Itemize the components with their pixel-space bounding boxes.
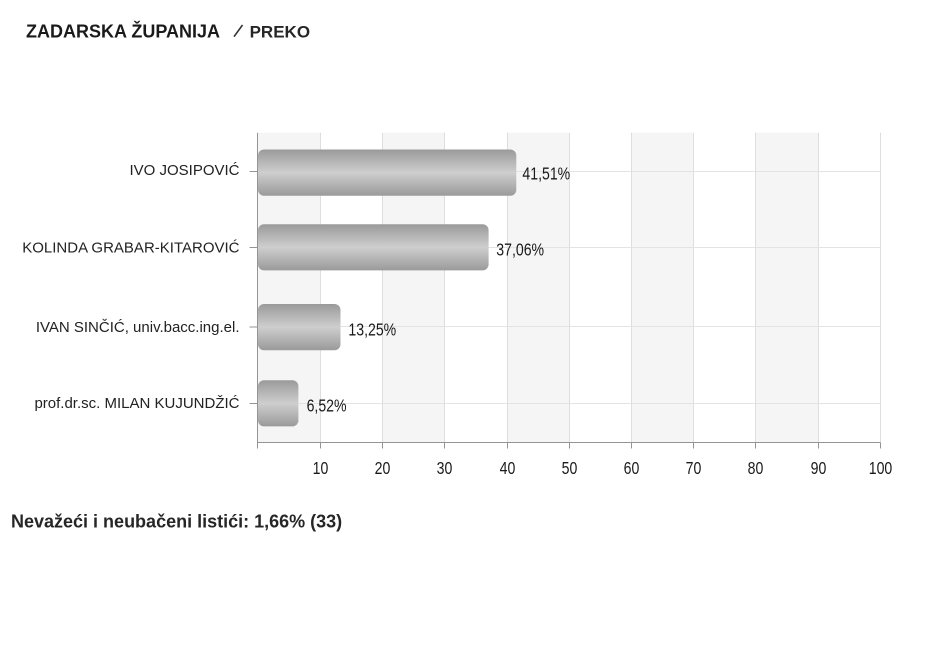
svg-text:PREKO: PREKO [250,22,310,41]
svg-text:KOLINDA GRABAR-KITAROVIĆ: KOLINDA GRABAR-KITAROVIĆ [22,240,239,257]
svg-text:30: 30 [437,460,453,479]
svg-text:100: 100 [869,460,893,479]
svg-text:prof.dr.sc. MILAN KUJUNDŽIĆ: prof.dr.sc. MILAN KUJUNDŽIĆ [34,395,239,412]
svg-text:70: 70 [686,460,702,479]
svg-text:ZADARSKA ŽUPANIJA: ZADARSKA ŽUPANIJA [26,20,220,41]
svg-text:41,51%: 41,51% [522,165,570,184]
svg-text:20: 20 [375,460,391,479]
svg-text:90: 90 [811,460,827,479]
svg-text:37,06%: 37,06% [496,241,544,260]
svg-text:80: 80 [748,460,764,479]
svg-text:Nevažeći i neubačeni listići:: Nevažeći i neubačeni listići: 1,66% (33) [11,511,342,531]
svg-text:10: 10 [313,460,329,479]
svg-text:40: 40 [500,460,516,479]
svg-text:13,25%: 13,25% [348,321,396,340]
svg-text:IVAN SINČIĆ, univ.bacc.ing.el.: IVAN SINČIĆ, univ.bacc.ing.el. [36,319,240,336]
svg-text:6,52%: 6,52% [307,397,347,416]
svg-text:60: 60 [624,460,640,479]
svg-text:IVO JOSIPOVIĆ: IVO JOSIPOVIĆ [129,162,239,179]
svg-text:50: 50 [562,460,578,479]
